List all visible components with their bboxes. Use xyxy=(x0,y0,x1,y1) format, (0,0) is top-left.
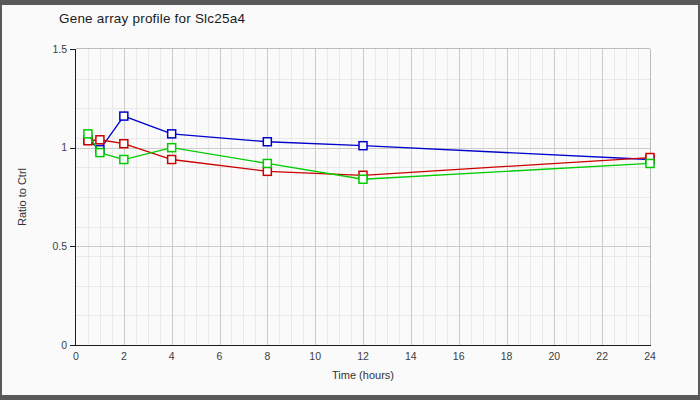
blue-series-marker xyxy=(263,138,271,146)
x-tick-label: 4 xyxy=(169,350,175,362)
red-series-marker xyxy=(168,156,176,164)
y-tick-label: 1 xyxy=(61,141,67,153)
x-tick-label: 18 xyxy=(501,350,513,362)
frame-border-bottom xyxy=(0,395,700,400)
x-tick-label: 2 xyxy=(121,350,127,362)
green-series-marker xyxy=(168,144,176,152)
chart-window: Gene array profile for Slc25a4 Ratio to … xyxy=(0,0,700,400)
y-tick-label: 1.5 xyxy=(52,43,67,55)
x-tick-label: 14 xyxy=(405,350,417,362)
x-tick-label: 6 xyxy=(217,350,223,362)
x-tick-label: 24 xyxy=(644,350,656,362)
red-series-marker xyxy=(263,167,271,175)
blue-series-marker xyxy=(168,130,176,138)
frame-border-left xyxy=(0,0,2,400)
y-tick-label: 0 xyxy=(61,339,67,351)
x-tick-label: 0 xyxy=(73,350,79,362)
x-axis-ticks: 024681012141618202224 xyxy=(73,350,656,362)
y-axis-ticks: 0 0.5 1 1.5 xyxy=(52,43,75,351)
green-series-marker xyxy=(84,130,92,138)
green-series-marker xyxy=(120,156,128,164)
blue-series-marker xyxy=(359,142,367,150)
blue-series-marker xyxy=(120,112,128,120)
green-series-marker xyxy=(359,175,367,183)
green-series-marker xyxy=(263,159,271,167)
x-tick-label: 8 xyxy=(264,350,270,362)
y-tick-label: 0.5 xyxy=(52,240,67,252)
green-series-marker xyxy=(646,159,654,167)
x-tick-label: 20 xyxy=(548,350,560,362)
x-tick-label: 22 xyxy=(596,350,608,362)
x-tick-label: 10 xyxy=(309,350,321,362)
frame-border-top xyxy=(0,0,700,5)
x-tick-label: 12 xyxy=(357,350,369,362)
red-series-marker xyxy=(120,140,128,148)
red-series xyxy=(84,136,654,180)
plot-area: 00.511.5024681012141618202224 xyxy=(0,0,700,400)
green-series-marker xyxy=(96,149,104,157)
x-tick-label: 16 xyxy=(453,350,465,362)
red-series-marker xyxy=(96,136,104,144)
